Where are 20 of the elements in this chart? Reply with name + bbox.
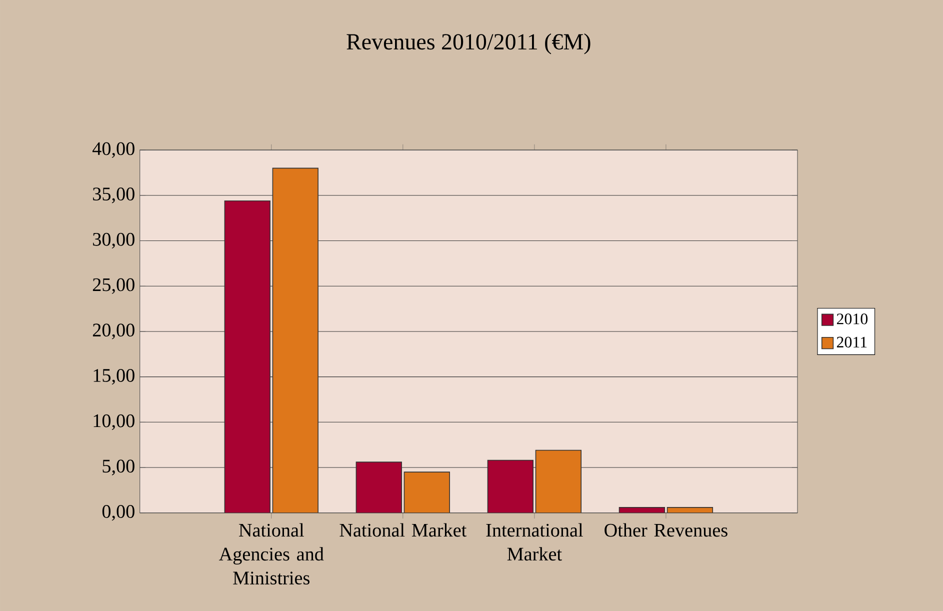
y-tick-label: 35,00 (93, 187, 134, 204)
y-tick-label: 25,00 (92, 278, 134, 294)
y-tick-label: 0,00 (102, 504, 134, 521)
x-tick-label: International Market (486, 523, 583, 561)
bar (618, 506, 666, 513)
bar (535, 450, 582, 513)
x-tick-label: National Market (340, 523, 467, 537)
x-tick-label: National Agencies and Ministries (218, 523, 324, 584)
bar (272, 168, 318, 513)
y-tick-label: 30,00 (93, 232, 134, 249)
y-tick-label: 5,00 (102, 460, 134, 476)
y-tick-label: 10,00 (94, 414, 134, 430)
chart-title: Revenues 2010/2011 (€M) (346, 33, 590, 54)
bar (404, 472, 450, 513)
legend-label: 2011 (836, 336, 867, 348)
y-tick-label: 20,00 (92, 324, 134, 340)
y-tick-label: 40,00 (92, 142, 134, 158)
legend-label: 2010 (836, 313, 868, 324)
y-tick-label: 15,00 (94, 368, 134, 385)
x-tick-label: Other Revenues (604, 523, 728, 537)
